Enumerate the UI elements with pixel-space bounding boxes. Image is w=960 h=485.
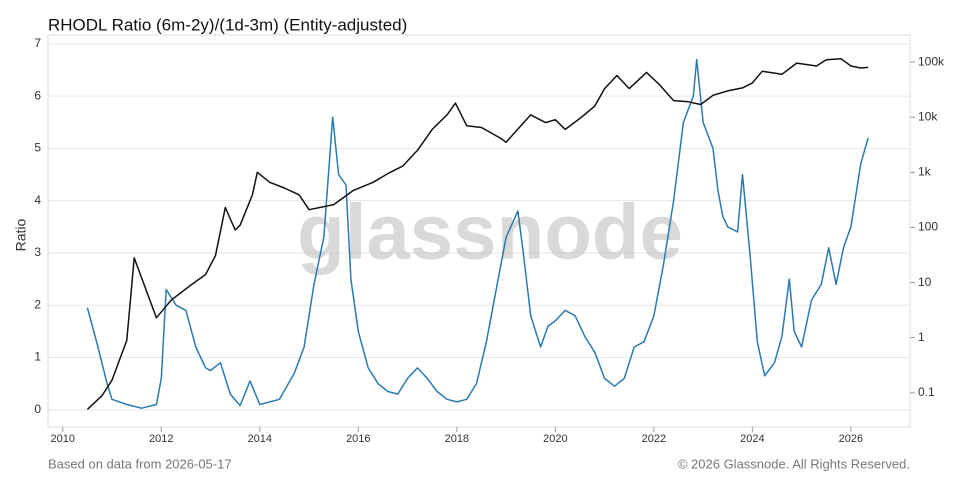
x-tick-label: 2012 (149, 433, 173, 445)
footer-left: Based on data from 2026-05-17 (48, 456, 232, 471)
x-tick-label: 2018 (445, 433, 469, 445)
y-tick-label: 5 (34, 141, 41, 155)
y-tick-label: 4 (34, 193, 41, 207)
x-tick-label: 2024 (740, 433, 764, 445)
y-tick-label: 0 (34, 402, 41, 416)
watermark: glassnode (297, 188, 683, 276)
y-tick-label: 3 (34, 245, 41, 259)
y2-tick-label: 10k (918, 109, 938, 123)
y2-tick-label: 100k (918, 54, 945, 68)
y2-tick-label: 1k (918, 165, 932, 179)
y2-tick-label: 0.1 (918, 385, 935, 399)
x-tick-label: 2014 (248, 433, 272, 445)
x-tick-label: 2026 (839, 433, 863, 445)
chart-title: RHODL Ratio (6m-2y)/(1d-3m) (Entity-adju… (48, 15, 407, 34)
y2-tick-label: 10 (918, 275, 932, 289)
x-tick-label: 2010 (51, 433, 75, 445)
series-line (86, 57, 869, 410)
y-axis-label: Ratio (13, 218, 29, 251)
plot-frame (47, 34, 911, 428)
x-tick-label: 2022 (642, 433, 666, 445)
x-tick-label: 2016 (346, 433, 370, 445)
y2-tick-label: 100 (918, 220, 938, 234)
y2-tick-label: 1 (918, 330, 925, 344)
x-tick-label: 2020 (543, 433, 567, 445)
y-tick-label: 1 (34, 350, 41, 364)
footer-right: © 2026 Glassnode. All Rights Reserved. (678, 456, 910, 471)
series-line (86, 58, 869, 409)
y-tick-label: 7 (34, 36, 41, 50)
y-tick-label: 6 (34, 88, 41, 102)
y-tick-label: 2 (34, 297, 41, 311)
